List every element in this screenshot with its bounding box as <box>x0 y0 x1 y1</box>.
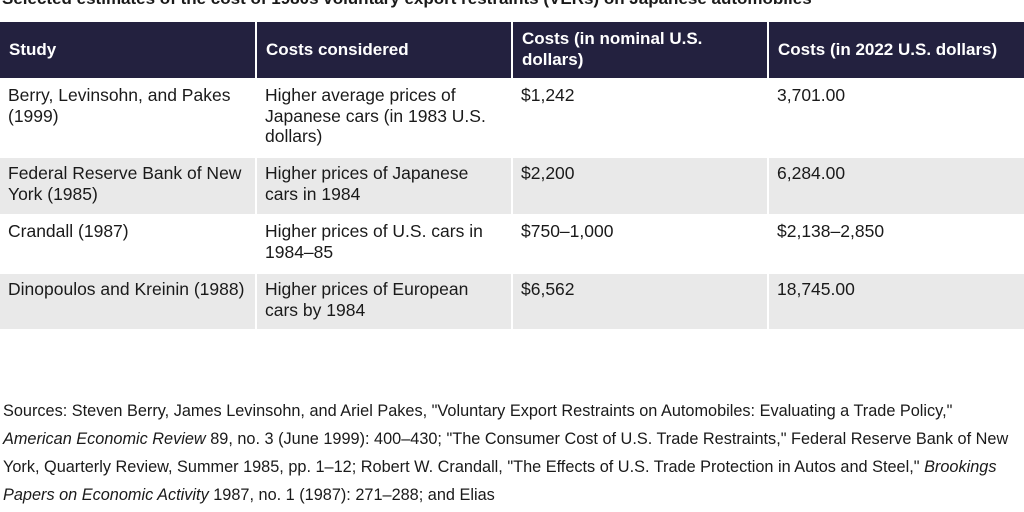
cost-estimates-table: Study Costs considered Costs (in nominal… <box>0 22 1024 329</box>
cell-study: Crandall (1987) <box>0 214 257 273</box>
cell-costs-considered: Higher average prices of Japanese cars (… <box>256 78 513 157</box>
header-nominal-costs: Costs (in nominal U.S. dollars) <box>512 22 769 79</box>
header-costs-considered: Costs considered <box>256 22 513 79</box>
cell-2022: $2,138–2,850 <box>768 214 1024 273</box>
sources-journal-2: Brookings Papers on Economic Activity <box>3 458 997 504</box>
cell-study: Federal Reserve Bank of New York (1985) <box>0 156 257 215</box>
cell-nominal: $1,242 <box>512 78 769 157</box>
cell-nominal: $6,562 <box>512 272 769 329</box>
cell-costs-considered: Higher prices of U.S. cars in 1984–85 <box>256 214 513 273</box>
header-2022-costs: Costs (in 2022 U.S. dollars) <box>768 22 1024 79</box>
cell-nominal: $2,200 <box>512 156 769 215</box>
cell-costs-considered: Higher prices of European cars by 1984 <box>256 272 513 329</box>
cell-study: Dinopoulos and Kreinin (1988) <box>0 272 257 329</box>
header-study: Study <box>0 22 257 79</box>
sources-journal-1: American Economic Review <box>3 430 206 448</box>
cell-2022: 6,284.00 <box>768 156 1024 215</box>
sources-text-2: 89, no. 3 (June 1999): 400–430; "The Con… <box>3 430 1009 476</box>
table-row: Crandall (1987) Higher prices of U.S. ca… <box>0 214 1024 273</box>
cell-2022: 18,745.00 <box>768 272 1024 329</box>
table-row: Federal Reserve Bank of New York (1985) … <box>0 156 1024 215</box>
table-title: Selected estimates of the cost of 1980s … <box>2 0 1022 9</box>
table-header-row: Study Costs considered Costs (in nominal… <box>0 22 1024 79</box>
sources-text-1: Sources: Steven Berry, James Levinsohn, … <box>3 402 953 420</box>
cell-study: Berry, Levinsohn, and Pakes (1999) <box>0 78 257 157</box>
table-row: Dinopoulos and Kreinin (1988) Higher pri… <box>0 272 1024 329</box>
table-row: Berry, Levinsohn, and Pakes (1999) Highe… <box>0 78 1024 157</box>
cell-costs-considered: Higher prices of Japanese cars in 1984 <box>256 156 513 215</box>
cell-2022: 3,701.00 <box>768 78 1024 157</box>
cell-nominal: $750–1,000 <box>512 214 769 273</box>
sources-note: Sources: Steven Berry, James Levinsohn, … <box>3 397 1023 509</box>
sources-text-3: 1987, no. 1 (1987): 271–288; and Elias <box>208 486 495 504</box>
